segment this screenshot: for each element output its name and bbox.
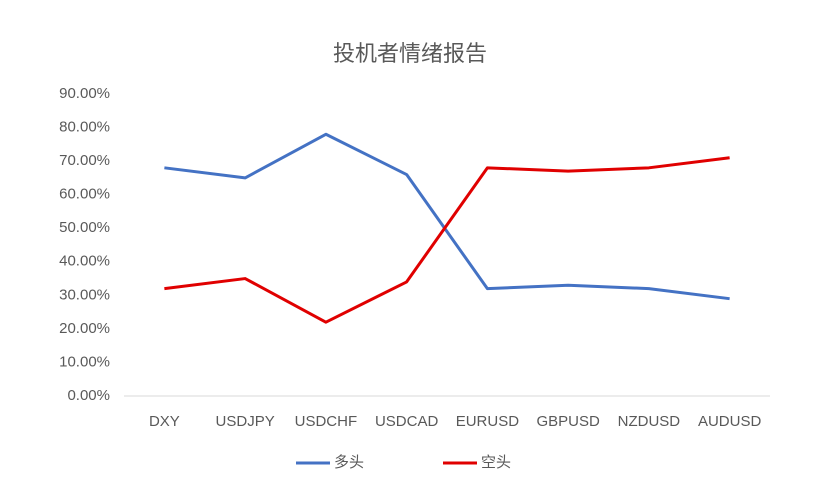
- x-tick-label: USDCHF: [295, 413, 358, 430]
- x-tick-label: AUDUSD: [698, 413, 762, 430]
- y-tick-label: 20.00%: [59, 320, 110, 337]
- y-tick-label: 90.00%: [59, 85, 110, 102]
- chart-title: 投机者情绪报告: [333, 41, 487, 66]
- y-tick-label: 30.00%: [59, 286, 110, 303]
- series-line: [164, 156, 730, 324]
- x-tick-label: USDCAD: [375, 413, 439, 430]
- y-tick-label: 10.00%: [59, 353, 110, 370]
- series-line: [164, 132, 730, 301]
- x-tick-label: USDJPY: [216, 413, 275, 430]
- y-tick-label: 0.00%: [67, 387, 110, 404]
- x-tick-label: DXY: [149, 413, 180, 430]
- x-tick-label: NZDUSD: [618, 413, 681, 430]
- legend-label: 多头: [334, 454, 364, 471]
- legend-label: 空头: [481, 454, 511, 471]
- x-tick-label: GBPUSD: [536, 413, 600, 430]
- y-tick-label: 50.00%: [59, 219, 110, 236]
- y-tick-label: 70.00%: [59, 152, 110, 169]
- x-tick-label: EURUSD: [456, 413, 520, 430]
- y-tick-label: 60.00%: [59, 186, 110, 203]
- y-tick-label: 40.00%: [59, 253, 110, 270]
- y-tick-label: 80.00%: [59, 119, 110, 136]
